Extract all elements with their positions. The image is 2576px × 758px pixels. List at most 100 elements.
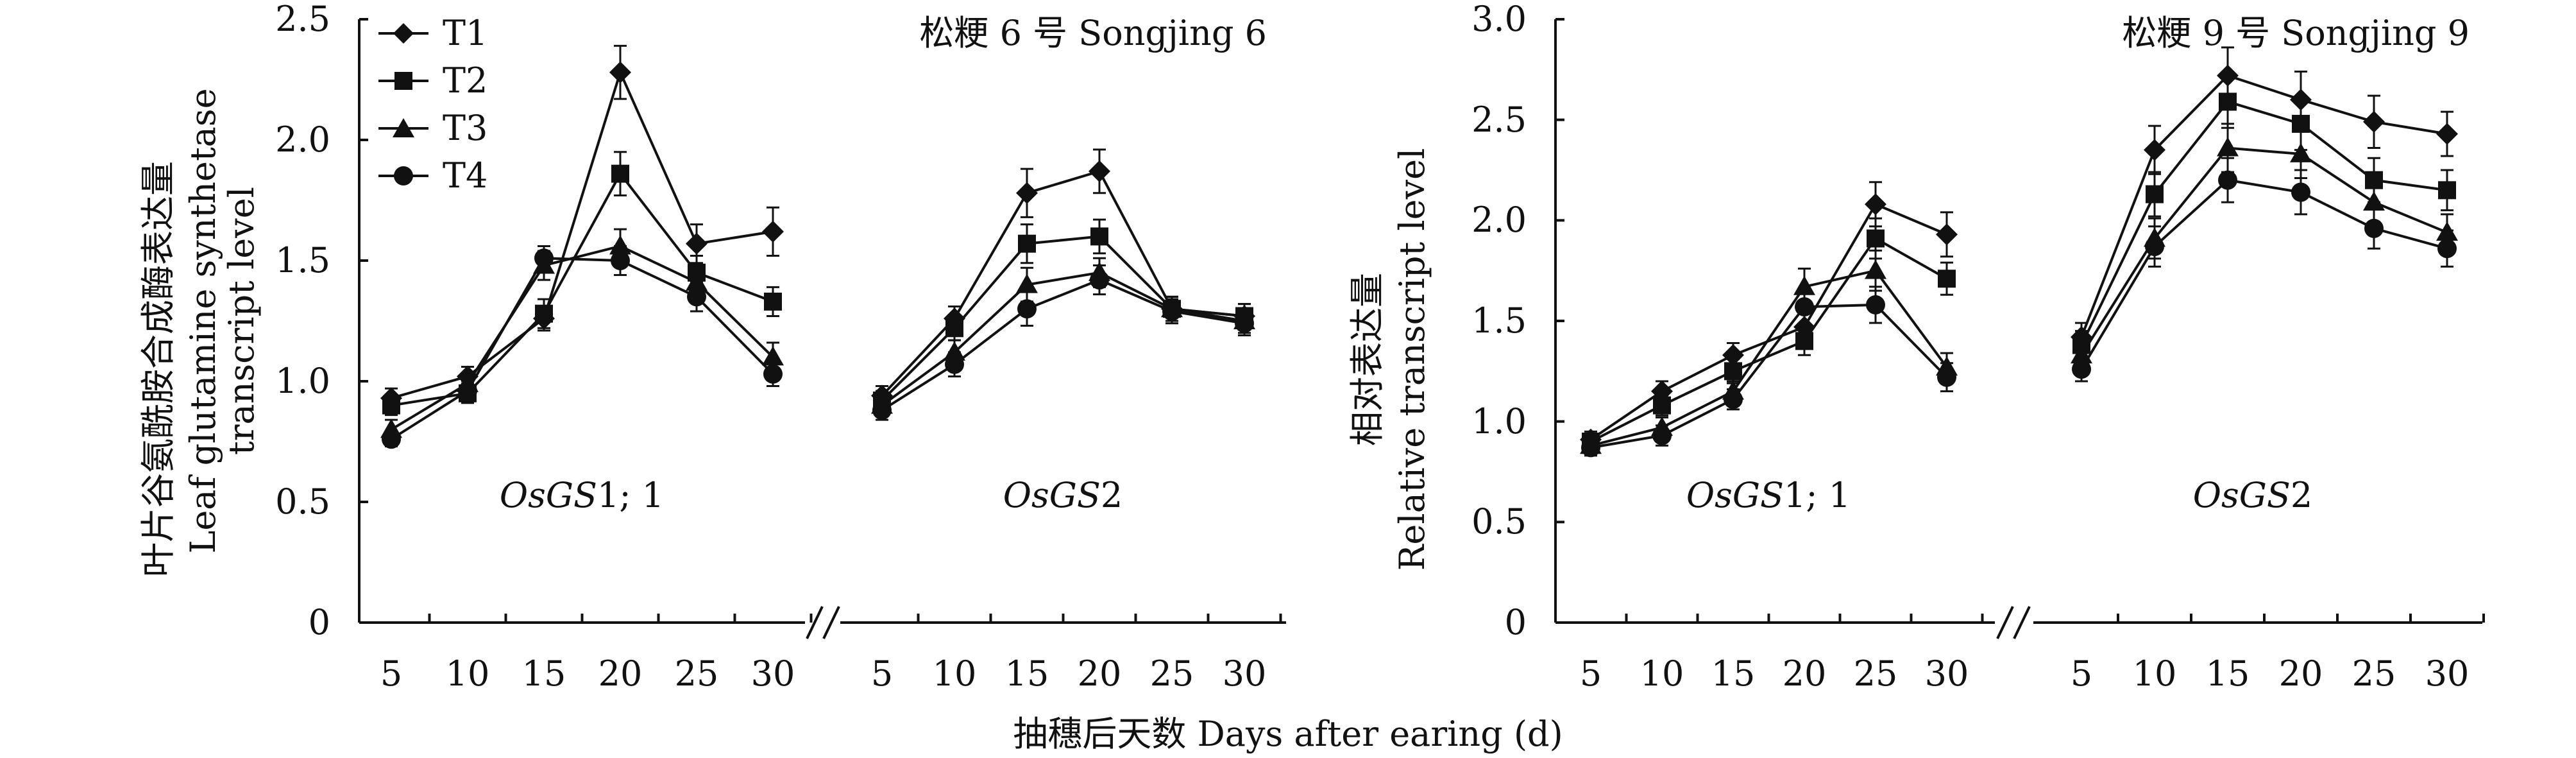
x-axis-title: 抽穗后天数 Days after earing (d) — [1013, 714, 1563, 754]
x-tick-label: 10 — [2133, 653, 2177, 694]
legend-label-t3: T3 — [443, 108, 487, 148]
x-tick-label: 15 — [1005, 653, 1049, 694]
legend-label-t1: T1 — [443, 13, 487, 53]
y-tick-label: 2.5 — [275, 0, 330, 39]
x-tick-label: 25 — [1854, 653, 1898, 694]
series-point-t4 — [1937, 367, 1956, 387]
x-tick-label: 20 — [1078, 653, 1122, 694]
plot-area-left-osgs1: 5 10 15 20 25 30 — [380, 44, 813, 694]
series-line-t2 — [391, 171, 774, 407]
series-point-t4 — [687, 287, 706, 307]
series-point-t4 — [611, 251, 630, 270]
series-point-t4 — [763, 364, 783, 384]
x-tick-label: 30 — [2425, 653, 2470, 694]
y-ticks-right: 0 0.5 1.0 1.5 2.0 2.5 3.0 — [1471, 0, 1564, 642]
y-axis-label-left: 叶片谷氨酰胺合成酶表达量 Leaf glutamine synthetase t… — [138, 88, 262, 577]
x-tick-label: 5 — [871, 653, 893, 694]
axis-break-right — [1996, 606, 2031, 639]
series-line-t4 — [1590, 303, 1948, 449]
legend-item-t1: T1 — [378, 13, 487, 53]
square-marker-icon — [394, 72, 412, 90]
plot-area-left-osgs2: 5 10 15 20 25 30 — [871, 148, 1282, 694]
y-label-en-right: Relative transcript level — [1392, 148, 1432, 571]
series-point-t4 — [382, 429, 401, 449]
gene-label-left-panel-b: OsGS2 — [1003, 475, 1123, 515]
legend: T1 T2 T3 T4 — [378, 13, 487, 196]
x-tick-label: 20 — [1783, 653, 1827, 694]
series-point-t3 — [2217, 137, 2239, 157]
chart-title-songjing-9: 松粳 9 号 Songjing 9 — [2122, 13, 2470, 53]
series-point-t4 — [1017, 299, 1037, 319]
x-tick-label: 25 — [675, 653, 719, 694]
series-point-t2 — [611, 164, 629, 183]
series-point-t2 — [1938, 270, 1956, 288]
x-tick-label: 25 — [1150, 653, 1194, 694]
circle-marker-icon — [394, 166, 413, 185]
x-tick-label: 5 — [1580, 653, 1602, 694]
legend-item-t2: T2 — [378, 60, 487, 101]
x-tick-label: 15 — [1711, 653, 1756, 694]
series-line-t2 — [2080, 100, 2448, 346]
series-point-t2 — [2146, 185, 2164, 203]
series-point-t1 — [1936, 223, 1958, 246]
x-tick-label: 20 — [598, 653, 643, 694]
series-t1 — [380, 44, 784, 409]
y-ticks-left: 0 0.5 1.0 1.5 2.0 2.5 — [275, 0, 368, 642]
chart-songjing-9: 松粳 9 号 Songjing 9 相对表达量 Relative transcr… — [1347, 0, 2485, 694]
y-tick-label: 1.0 — [275, 361, 330, 401]
y-tick-label: 2.5 — [1471, 99, 1527, 140]
y-tick-label: 0.5 — [275, 481, 330, 522]
series-point-t4 — [1235, 313, 1254, 333]
x-tick-label: 30 — [1223, 653, 1267, 694]
series-point-t4 — [534, 248, 554, 268]
series-point-t2 — [2219, 92, 2237, 111]
series-t2 — [1582, 217, 1956, 451]
x-tick-label: 30 — [751, 653, 795, 694]
series-point-t4 — [2437, 239, 2457, 259]
series-point-t4 — [2291, 182, 2310, 202]
y-tick-label: 1.5 — [1471, 300, 1527, 341]
series-point-t4 — [1090, 270, 1109, 290]
series-point-t2 — [945, 319, 963, 338]
x-tick-label: 20 — [2279, 653, 2323, 694]
series-line-t4 — [2080, 178, 2448, 370]
series-point-t2 — [382, 396, 400, 415]
x-tick-label: 10 — [933, 653, 977, 694]
series-point-t1 — [2363, 110, 2385, 133]
series-point-t3 — [944, 341, 965, 361]
x-tick-label: 5 — [2071, 653, 2092, 694]
series-point-t1 — [762, 220, 784, 243]
series-t1 — [1580, 181, 1958, 451]
series-point-t3 — [1016, 273, 1038, 293]
gene-label-right-panel-a: OsGS1; 1 — [1686, 475, 1851, 515]
series-t4 — [872, 264, 1254, 421]
series-point-t2 — [1090, 227, 1108, 246]
series-point-t3 — [1793, 275, 1815, 295]
gene-label-right-panel-b: OsGS2 — [2193, 475, 2312, 515]
x-tick-label: 15 — [2206, 653, 2250, 694]
series-point-t2 — [1018, 234, 1036, 253]
y-tick-label: 0 — [1505, 602, 1527, 642]
series-point-t2 — [1795, 332, 1813, 350]
series-point-t1 — [1722, 344, 1744, 366]
series-line-t2 — [1590, 236, 1947, 443]
legend-item-t4: T4 — [378, 155, 487, 196]
series-point-t3 — [1865, 259, 1886, 279]
diamond-marker-icon — [393, 23, 414, 44]
series-point-t4 — [1866, 295, 1885, 314]
series-t4 — [1581, 286, 1956, 458]
series-point-t3 — [2363, 191, 2385, 211]
x-tick-label: 15 — [522, 653, 566, 694]
x-tick-label: 5 — [380, 653, 402, 694]
x-tick-label: 10 — [1640, 653, 1684, 694]
y-label-cn-right: 相对表达量 — [1347, 273, 1387, 446]
y-tick-label: 1.5 — [275, 240, 330, 280]
series-point-t4 — [458, 381, 477, 401]
series-point-t2 — [764, 292, 782, 311]
legend-label-t2: T2 — [443, 60, 487, 101]
series-point-t4 — [945, 354, 964, 374]
y-tick-label: 0.5 — [1471, 501, 1527, 542]
y-tick-label: 0 — [309, 602, 330, 642]
plot-area-right-osgs1: 5 10 15 20 25 30 — [1580, 181, 1984, 694]
